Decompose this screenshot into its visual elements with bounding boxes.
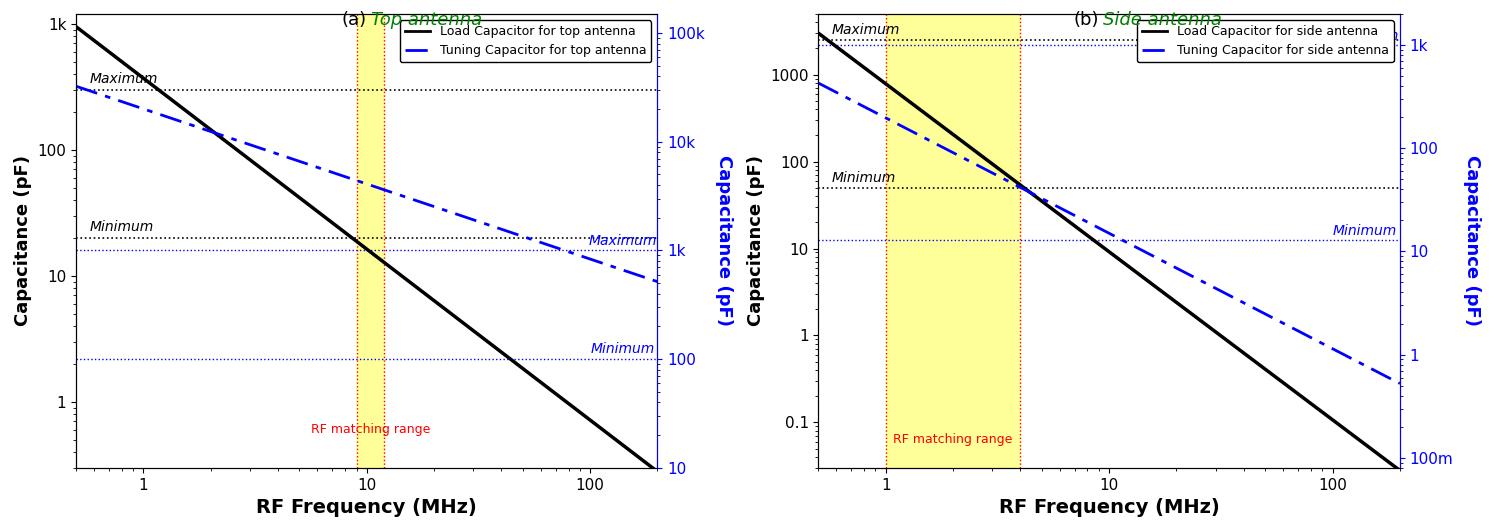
Tuning Capacitor for top antenna (649, 278, 667, 285)
Tuning Capacitor for side antenna (1299, 333, 1317, 339)
Text: RF matching range: RF matching range (311, 423, 431, 435)
Line: Load Capacitor for side antenna: Load Capacitor for side antenna (818, 33, 1399, 470)
Y-axis label: Capacitance (pF): Capacitance (pF) (13, 156, 31, 327)
Text: Maximum: Maximum (1331, 29, 1399, 43)
Load Capacitor for top antenna (411, 287, 429, 293)
X-axis label: RF Frequency (MHz): RF Frequency (MHz) (256, 498, 477, 517)
Text: Side antenna: Side antenna (1103, 11, 1223, 29)
Load Capacitor for top antenna (413, 288, 431, 295)
Tuning Capacitor for side antenna (1156, 259, 1174, 265)
Y-axis label: Capacitance (pF): Capacitance (pF) (1464, 156, 1482, 327)
Load Capacitor for side antenna (1156, 290, 1174, 297)
Text: Maximum: Maximum (589, 234, 658, 248)
Load Capacitor for top antenna (558, 398, 576, 405)
Tuning Capacitor for top antenna (594, 260, 611, 267)
Tuning Capacitor for side antenna (1337, 352, 1354, 358)
Load Capacitor for top antenna (423, 296, 441, 302)
Text: Minimum: Minimum (833, 171, 896, 185)
Load Capacitor for side antenna (1154, 289, 1172, 295)
Text: Minimum: Minimum (1334, 224, 1398, 238)
Tuning Capacitor for top antenna (423, 203, 441, 209)
Text: Maximum: Maximum (90, 72, 158, 85)
Y-axis label: Capacitance (pF): Capacitance (pF) (715, 156, 733, 327)
Text: Minimum: Minimum (90, 220, 154, 234)
Text: Minimum: Minimum (591, 342, 655, 356)
Legend: Load Capacitor for top antenna, Tuning Capacitor for top antenna: Load Capacitor for top antenna, Tuning C… (399, 20, 652, 62)
Tuning Capacitor for side antenna (1390, 380, 1408, 387)
Load Capacitor for top antenna (649, 468, 667, 475)
Y-axis label: Capacitance (pF): Capacitance (pF) (746, 156, 764, 327)
Text: (b): (b) (1073, 11, 1099, 29)
Text: RF matching range: RF matching range (893, 433, 1012, 446)
Bar (885, 14, 1020, 468)
Text: Top antenna: Top antenna (371, 11, 481, 29)
Load Capacitor for top antenna (69, 25, 87, 31)
Load Capacitor for side antenna (812, 31, 830, 38)
Load Capacitor for side antenna (1337, 426, 1354, 433)
Legend: Load Capacitor for side antenna, Tuning Capacitor for side antenna: Load Capacitor for side antenna, Tuning … (1136, 20, 1393, 62)
Tuning Capacitor for side antenna (812, 81, 830, 87)
Text: Maximum: Maximum (833, 23, 900, 37)
Load Capacitor for top antenna (594, 427, 611, 433)
Load Capacitor for top antenna (67, 23, 85, 30)
Line: Tuning Capacitor for side antenna: Tuning Capacitor for side antenna (818, 83, 1399, 383)
Tuning Capacitor for top antenna (69, 84, 87, 90)
Tuning Capacitor for side antenna (1165, 264, 1183, 270)
Tuning Capacitor for side antenna (1154, 258, 1172, 264)
Tuning Capacitor for top antenna (67, 83, 85, 89)
Load Capacitor for side antenna (1299, 399, 1317, 405)
Tuning Capacitor for top antenna (411, 199, 429, 205)
X-axis label: RF Frequency (MHz): RF Frequency (MHz) (999, 498, 1220, 517)
Load Capacitor for side antenna (809, 30, 827, 36)
Text: (a): (a) (341, 11, 366, 29)
Tuning Capacitor for top antenna (413, 200, 431, 206)
Load Capacitor for side antenna (1390, 467, 1408, 474)
Tuning Capacitor for side antenna (809, 80, 827, 86)
Line: Tuning Capacitor for top antenna: Tuning Capacitor for top antenna (76, 86, 658, 281)
Line: Load Capacitor for top antenna: Load Capacitor for top antenna (76, 27, 658, 472)
Tuning Capacitor for top antenna (558, 248, 576, 254)
Load Capacitor for side antenna (1165, 297, 1183, 304)
Bar (356, 14, 384, 468)
